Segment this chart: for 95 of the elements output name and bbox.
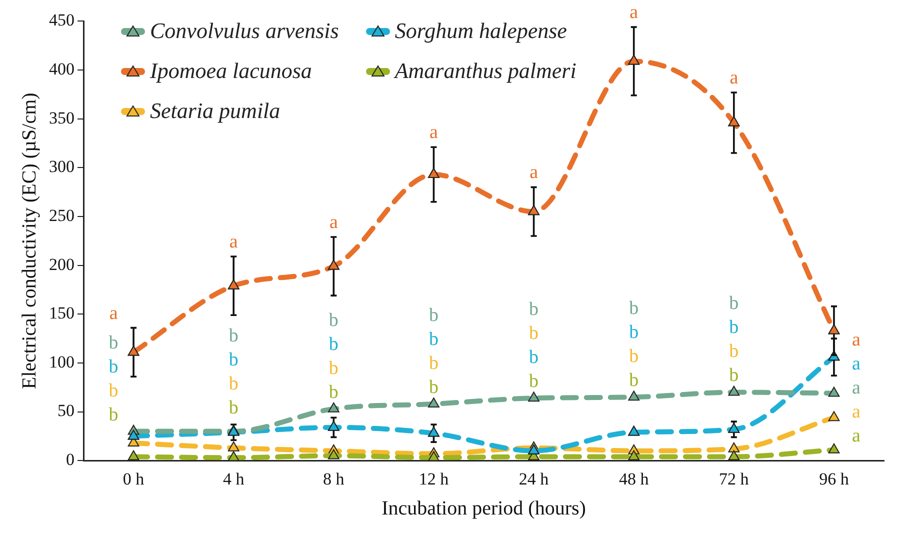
annotation: b (108, 404, 118, 426)
data-label: a (630, 2, 639, 24)
point (828, 411, 840, 422)
y-axis-title: Electrical conductivity (EC) (µS/cm) (18, 92, 40, 390)
y-tick-label: 400 (49, 59, 74, 78)
y-tick-label: 450 (49, 10, 74, 30)
annotation: b (228, 397, 238, 418)
point (128, 346, 140, 356)
point (328, 449, 340, 460)
point (728, 422, 740, 433)
annotation: b (328, 358, 338, 379)
x-tick-label: 24 h (518, 469, 550, 488)
point (228, 451, 240, 461)
data-label: a (852, 330, 861, 351)
point (728, 386, 740, 396)
annotation: b (108, 356, 118, 378)
data-label: a (530, 162, 539, 184)
point (828, 386, 840, 397)
y-tick-label: 100 (49, 352, 74, 372)
annotation: b (428, 376, 438, 398)
data-label: a (229, 232, 238, 253)
annotation: b (328, 310, 338, 331)
data-label: a (329, 212, 338, 233)
annotation: b (328, 382, 338, 403)
x-tick-label: 4 h (222, 469, 245, 488)
legend-label: Setaria pumila (150, 98, 280, 124)
point (528, 392, 540, 402)
point (728, 442, 740, 452)
point (328, 420, 340, 431)
data-label: a (852, 378, 861, 399)
y-tick-label: 300 (49, 157, 74, 176)
point (828, 324, 840, 334)
point (428, 426, 440, 437)
annotation: b (529, 347, 539, 368)
annotation: b (228, 349, 238, 370)
annotation: b (629, 322, 639, 344)
annotation: b (629, 298, 639, 320)
point (628, 390, 640, 401)
point (828, 443, 840, 454)
point (528, 205, 540, 216)
y-tick-label: 150 (49, 304, 74, 323)
annotation: b (629, 346, 639, 368)
legend-label: Amaranthus palmeri (394, 58, 576, 84)
point (728, 450, 740, 460)
y-tick-label: 350 (49, 108, 74, 128)
y-tick-label: 50 (58, 401, 74, 420)
annotation: b (108, 380, 118, 402)
y-tick-label: 0 (66, 450, 74, 470)
annotation: b (529, 299, 539, 320)
legend-label: Convolvulus arvensis (150, 18, 339, 44)
annotation: b (729, 341, 739, 362)
point (128, 430, 140, 440)
data-label: a (852, 426, 861, 447)
legend-label: Ipomoea lacunosa (150, 58, 312, 84)
annotation: b (228, 373, 238, 394)
annotation: b (428, 352, 438, 374)
point (528, 444, 540, 454)
point (228, 441, 240, 452)
annotation: b (729, 293, 739, 314)
x-tick-label: 48 h (618, 469, 650, 488)
point (328, 402, 340, 412)
data-label: a (430, 122, 438, 144)
point (428, 168, 440, 178)
annotation: b (328, 334, 338, 355)
x-axis-title: Incubation period (hours) (382, 497, 586, 520)
x-tick-label: 72 h (719, 469, 750, 488)
annotation: b (529, 371, 539, 392)
point (628, 54, 640, 65)
point (228, 279, 240, 290)
annotation: b (729, 317, 739, 338)
y-tick-label: 200 (49, 254, 74, 274)
point (628, 450, 640, 460)
annotation: b (629, 370, 639, 392)
annotation: b (729, 365, 739, 386)
data-label: a (852, 354, 861, 375)
x-tick-label: 0 h (122, 469, 145, 488)
point (428, 397, 440, 408)
annotation: b (529, 323, 539, 344)
annotation: b (108, 332, 118, 354)
data-label: a (730, 67, 739, 88)
point (328, 260, 340, 270)
annotation: b (428, 304, 438, 326)
y-tick-label: 250 (49, 206, 74, 225)
data-label: a (852, 402, 861, 423)
x-tick-label: 96 h (819, 469, 850, 488)
point (728, 116, 740, 126)
data-label: a (109, 302, 118, 324)
point (628, 426, 640, 436)
annotation: b (428, 328, 438, 350)
x-tick-label: 8 h (323, 469, 345, 488)
annotation: b (228, 325, 238, 346)
x-tick-label: 12 h (418, 469, 450, 488)
legend-label: Sorghum halepense (394, 18, 567, 44)
point (128, 450, 140, 460)
point (428, 451, 440, 461)
